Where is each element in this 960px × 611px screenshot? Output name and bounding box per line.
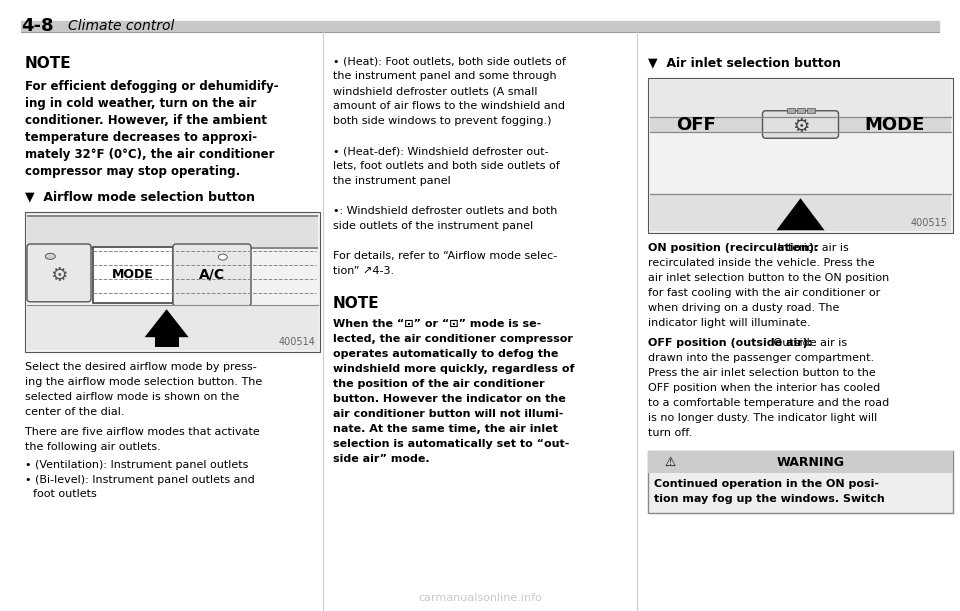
Text: MODE: MODE (112, 268, 154, 282)
Text: carmanualsonline.info: carmanualsonline.info (418, 593, 542, 603)
Bar (806, 108, 814, 112)
Text: drawn into the passenger compartment.: drawn into the passenger compartment. (648, 353, 875, 363)
Bar (27, 215, 318, 217)
Bar (648, 78, 953, 233)
Polygon shape (145, 309, 188, 337)
Text: NOTE: NOTE (333, 296, 379, 311)
Text: Select the desired airflow mode by press-: Select the desired airflow mode by press… (25, 362, 256, 372)
Text: tion” ↗4-3.: tion” ↗4-3. (333, 266, 395, 276)
Text: the following air outlets.: the following air outlets. (25, 442, 160, 452)
Text: both side windows to prevent fogging.): both side windows to prevent fogging.) (333, 116, 551, 126)
Text: windshield defroster outlets (A small: windshield defroster outlets (A small (333, 86, 538, 96)
Bar (21, 21, 939, 31)
Text: button. However the indicator on the: button. However the indicator on the (333, 394, 565, 404)
Text: compressor may stop operating.: compressor may stop operating. (25, 165, 240, 178)
Text: to a comfortable temperature and the road: to a comfortable temperature and the roa… (648, 398, 889, 408)
Text: when driving on a dusty road. The: when driving on a dusty road. The (648, 303, 839, 313)
Text: air inlet selection button to the ON position: air inlet selection button to the ON pos… (648, 273, 889, 283)
Text: the instrument panel and some through: the instrument panel and some through (333, 71, 557, 81)
Bar (648, 451, 953, 513)
Bar (650, 194, 951, 231)
Text: foot outlets: foot outlets (33, 489, 97, 499)
Text: • (Bi-level): Instrument panel outlets and: • (Bi-level): Instrument panel outlets a… (25, 475, 254, 485)
Text: Press the air inlet selection button to the: Press the air inlet selection button to … (648, 368, 876, 378)
Text: indicator light will illuminate.: indicator light will illuminate. (648, 318, 810, 328)
Text: nate. At the same time, the air inlet: nate. At the same time, the air inlet (333, 424, 558, 434)
Text: air conditioner button will not illumi-: air conditioner button will not illumi- (333, 409, 564, 419)
Text: selection is automatically set to “out-: selection is automatically set to “out- (333, 439, 569, 449)
Text: WARNING: WARNING (777, 455, 845, 469)
Text: ON position (recirculation):: ON position (recirculation): (648, 243, 819, 253)
Text: the position of the air conditioner: the position of the air conditioner (333, 379, 544, 389)
Text: OFF position (outside air):: OFF position (outside air): (648, 338, 812, 348)
Text: For efficient defogging or dehumidify-: For efficient defogging or dehumidify- (25, 80, 278, 93)
Text: NOTE: NOTE (25, 56, 72, 71)
Text: conditioner. However, if the ambient: conditioner. However, if the ambient (25, 114, 267, 127)
Bar (787, 227, 813, 230)
Text: temperature decreases to approxi-: temperature decreases to approxi- (25, 131, 257, 144)
Text: A/C: A/C (199, 268, 225, 282)
Text: For details, refer to “Airflow mode selec-: For details, refer to “Airflow mode sele… (333, 251, 557, 261)
Text: 400515: 400515 (911, 218, 948, 228)
Text: turn off.: turn off. (648, 428, 692, 438)
Bar (797, 108, 804, 112)
Text: windshield more quickly, regardless of: windshield more quickly, regardless of (333, 364, 574, 374)
Text: ▼  Airflow mode selection button: ▼ Airflow mode selection button (25, 190, 255, 203)
Bar (786, 108, 795, 112)
Text: tion may fog up the windows. Switch: tion may fog up the windows. Switch (654, 494, 885, 504)
Text: 4-8: 4-8 (21, 17, 54, 35)
Text: ⚙: ⚙ (792, 117, 809, 136)
Text: Outside air is: Outside air is (770, 338, 847, 348)
Text: ⚠: ⚠ (664, 455, 676, 469)
Ellipse shape (45, 254, 56, 259)
Text: MODE: MODE (865, 115, 925, 133)
Text: 400514: 400514 (278, 337, 315, 347)
Text: Interior air is: Interior air is (774, 243, 849, 253)
Text: Climate control: Climate control (68, 19, 175, 33)
Bar (93, 247, 173, 303)
Text: ing in cold weather, turn on the air: ing in cold weather, turn on the air (25, 97, 256, 110)
Bar (25, 212, 320, 352)
Text: ▼  Air inlet selection button: ▼ Air inlet selection button (648, 56, 841, 69)
Bar (27, 306, 318, 350)
Text: •: Windshield defroster outlets and both: •: Windshield defroster outlets and both (333, 206, 558, 216)
Text: the instrument panel: the instrument panel (333, 176, 451, 186)
Bar (650, 80, 951, 117)
Text: lets, foot outlets and both side outlets of: lets, foot outlets and both side outlets… (333, 161, 560, 171)
Bar (648, 451, 953, 473)
Text: amount of air flows to the windshield and: amount of air flows to the windshield an… (333, 101, 565, 111)
Text: operates automatically to defog the: operates automatically to defog the (333, 349, 559, 359)
Bar (155, 337, 179, 347)
Text: side outlets of the instrument panel: side outlets of the instrument panel (333, 221, 533, 231)
Text: When the “⊡” or “⊡” mode is se-: When the “⊡” or “⊡” mode is se- (333, 319, 541, 329)
Text: mately 32°F (0°C), the air conditioner: mately 32°F (0°C), the air conditioner (25, 148, 275, 161)
Text: • (Ventilation): Instrument panel outlets: • (Ventilation): Instrument panel outlet… (25, 460, 249, 470)
Text: lected, the air conditioner compressor: lected, the air conditioner compressor (333, 334, 573, 344)
FancyBboxPatch shape (762, 111, 838, 138)
Text: OFF: OFF (676, 115, 716, 133)
Text: • (Heat-def): Windshield defroster out-: • (Heat-def): Windshield defroster out- (333, 146, 548, 156)
Polygon shape (777, 198, 825, 230)
Text: There are five airflow modes that activate: There are five airflow modes that activa… (25, 427, 260, 437)
Text: • (Heat): Foot outlets, both side outlets of: • (Heat): Foot outlets, both side outlet… (333, 56, 565, 66)
Text: Continued operation in the ON posi-: Continued operation in the ON posi- (654, 479, 879, 489)
Text: ⚙: ⚙ (50, 266, 68, 285)
FancyBboxPatch shape (27, 244, 91, 302)
Bar (27, 216, 318, 247)
Text: center of the dial.: center of the dial. (25, 407, 125, 417)
Text: side air” mode.: side air” mode. (333, 454, 430, 464)
Text: recirculated inside the vehicle. Press the: recirculated inside the vehicle. Press t… (648, 258, 875, 268)
Ellipse shape (218, 254, 228, 260)
Text: is no longer dusty. The indicator light will: is no longer dusty. The indicator light … (648, 413, 877, 423)
FancyBboxPatch shape (173, 244, 251, 306)
Text: ing the airflow mode selection button. The: ing the airflow mode selection button. T… (25, 377, 262, 387)
Bar (27, 247, 318, 249)
Bar (650, 117, 951, 132)
Text: for fast cooling with the air conditioner or: for fast cooling with the air conditione… (648, 288, 880, 298)
Text: OFF position when the interior has cooled: OFF position when the interior has coole… (648, 383, 880, 393)
Text: selected airflow mode is shown on the: selected airflow mode is shown on the (25, 392, 239, 402)
